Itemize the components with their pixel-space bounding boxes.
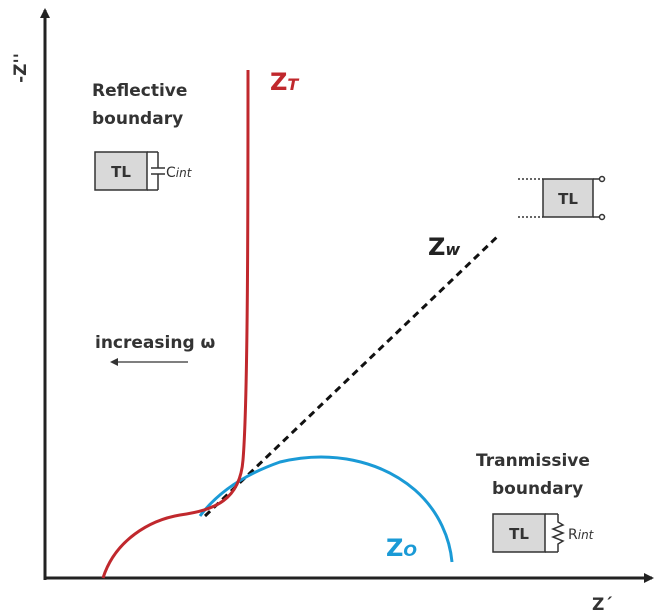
transmissive-title-2: boundary <box>492 479 583 499</box>
warburg-line <box>203 234 500 518</box>
open-block: TL <box>558 190 578 208</box>
zo-curve <box>198 455 454 563</box>
reflective-element: Cint <box>166 165 193 181</box>
zw-label: Zw <box>428 233 460 261</box>
reflective-block: TL <box>111 163 131 181</box>
reflective-title-1: Reflective <box>92 81 187 101</box>
frequency-annotation: increasing ω <box>95 333 216 353</box>
zo-label: ZO <box>386 534 417 562</box>
y-axis-label: -Z'' <box>11 53 31 83</box>
reflective-circuit <box>94 151 165 191</box>
reflective-title-2: boundary <box>92 109 183 129</box>
transmissive-element: Rint <box>568 527 595 543</box>
open-circuit <box>518 175 606 221</box>
transmissive-circuit <box>492 513 566 553</box>
x-axis-label: Z´ <box>592 595 613 615</box>
transmissive-block: TL <box>509 525 529 543</box>
transmissive-title-1: Tranmissive <box>476 451 590 471</box>
zt-curve <box>101 69 250 579</box>
zt-label: ZT <box>270 68 299 96</box>
